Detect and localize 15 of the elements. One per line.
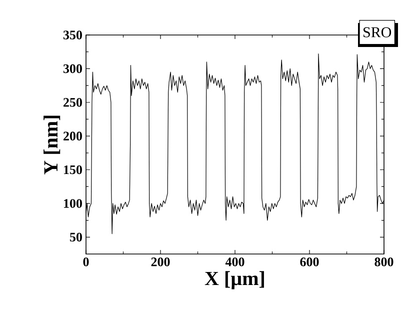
x-tick-label: 400 (225, 258, 244, 266)
y-tick-label: 50 (70, 232, 82, 242)
x-tick-label: 200 (151, 258, 170, 266)
y-tick-label: 300 (63, 64, 82, 74)
x-tick-label: 800 (374, 258, 394, 266)
x-tick-label: 600 (300, 258, 319, 266)
y-tick-label: 250 (64, 98, 82, 107)
y-tick-label: 200 (64, 132, 82, 140)
annotation: SRO (364, 27, 392, 38)
x-axis-title: X [µm] (204, 271, 264, 290)
x-tick-label: 0 (83, 258, 89, 266)
y-tick-label: 100 (64, 199, 82, 208)
y-tick-label: 350 (63, 30, 82, 40)
y-tick-label: 150 (64, 165, 82, 174)
y-axis-title: Y [nm] (44, 116, 60, 174)
